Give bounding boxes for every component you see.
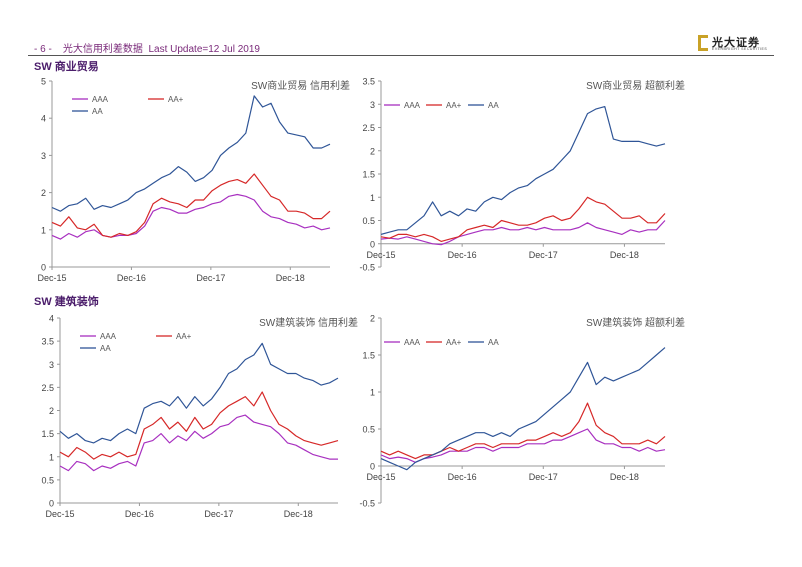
- series-line-aaplus: [380, 196, 666, 242]
- series-line-aaa: [51, 193, 331, 240]
- y-tick-label: 2.5: [41, 383, 54, 393]
- logo-subtitle: EVERBRIGHT SECURITIES: [712, 47, 768, 51]
- x-tick-label: Dec-15: [37, 273, 66, 283]
- legend-label: AAA: [404, 101, 421, 110]
- y-tick-label: 1.5: [41, 429, 54, 439]
- legend-label: AAA: [92, 95, 109, 104]
- x-tick-label: Dec-15: [366, 472, 395, 482]
- chart-title: SW建筑装饰 超额利差: [586, 316, 685, 329]
- y-tick-label: 2: [49, 406, 54, 416]
- x-tick-label: Dec-18: [610, 472, 639, 482]
- y-tick-label: 5: [41, 77, 46, 87]
- y-tick-label: 1: [370, 388, 375, 398]
- y-tick-label: 3.5: [41, 337, 54, 347]
- legend-label: AA+: [446, 101, 462, 110]
- series-line-aaa: [59, 414, 338, 472]
- y-tick-label: 1: [370, 193, 375, 203]
- logo-icon: [698, 35, 708, 51]
- x-tick-label: Dec-16: [117, 273, 146, 283]
- y-tick-label: 0: [49, 499, 54, 509]
- x-tick-label: Dec-18: [276, 273, 305, 283]
- series-line-aa: [51, 95, 331, 212]
- x-tick-label: Dec-17: [529, 250, 558, 260]
- y-tick-label: 2.5: [362, 123, 375, 133]
- series-line-aaplus: [51, 173, 331, 238]
- y-tick-label: 1.5: [362, 170, 375, 180]
- series-line-aaplus: [380, 402, 666, 460]
- company-logo: 光大证券 EVERBRIGHT SECURITIES: [698, 34, 768, 54]
- y-tick-label: 0: [370, 239, 375, 249]
- section-title-construction: SW 建筑装饰: [34, 296, 99, 308]
- y-tick-label: 3: [370, 100, 375, 110]
- report-title: 光大信用利差数据: [62, 44, 143, 55]
- y-tick-label: 3.5: [362, 77, 375, 87]
- legend-label: AA+: [176, 332, 192, 341]
- x-tick-label: Dec-16: [448, 472, 477, 482]
- x-tick-label: Dec-17: [196, 273, 225, 283]
- y-tick-label: 3: [49, 360, 54, 370]
- y-tick-label: 1: [41, 225, 46, 235]
- y-tick-label: 2: [370, 146, 375, 156]
- x-tick-label: Dec-17: [204, 509, 233, 519]
- legend-label: AA+: [446, 338, 462, 347]
- legend-label: AA: [488, 338, 499, 347]
- x-tick-label: Dec-18: [284, 509, 313, 519]
- y-tick-label: 3: [41, 151, 46, 161]
- series-line-aa: [59, 342, 339, 444]
- legend-label: AA: [92, 107, 103, 116]
- series-line-aaa: [380, 428, 666, 463]
- series-line-aaplus: [59, 391, 339, 460]
- y-tick-label: 2: [370, 314, 375, 324]
- legend-label: AA+: [168, 95, 184, 104]
- y-tick-label: 0.5: [41, 475, 54, 485]
- page-header: - 6 - 光大信用利差数据 Last Update=12 Jul 2019: [34, 40, 260, 55]
- y-tick-label: 2: [41, 188, 46, 198]
- legend-label: AA: [488, 101, 499, 110]
- chart-title: SW建筑装饰 信用利差: [259, 316, 358, 329]
- y-tick-label: 0.5: [362, 425, 375, 435]
- y-tick-label: 4: [49, 314, 54, 324]
- y-tick-label: -0.5: [359, 263, 375, 273]
- x-tick-label: Dec-16: [125, 509, 154, 519]
- series-line-aa: [380, 347, 666, 471]
- y-tick-label: 0: [370, 462, 375, 472]
- x-tick-label: Dec-17: [529, 472, 558, 482]
- chart-title: SW商业贸易 超额利差: [586, 79, 685, 92]
- y-tick-label: 1: [49, 452, 54, 462]
- y-tick-label: 0: [41, 263, 46, 273]
- y-tick-label: -0.5: [359, 499, 375, 509]
- header-divider: [28, 55, 774, 56]
- legend-label: AAA: [404, 338, 421, 347]
- series-line-aaa: [380, 220, 666, 246]
- y-tick-label: 0.5: [362, 216, 375, 226]
- x-tick-label: Dec-15: [45, 509, 74, 519]
- logo-name: 光大证券: [712, 36, 760, 49]
- legend-label: AAA: [100, 332, 117, 341]
- x-tick-label: Dec-16: [448, 250, 477, 260]
- page-number: - 6 -: [34, 44, 52, 55]
- y-tick-label: 4: [41, 114, 46, 124]
- section-title-commerce: SW 商业贸易: [34, 61, 99, 73]
- x-tick-label: Dec-18: [610, 250, 639, 260]
- x-tick-label: Dec-15: [366, 250, 395, 260]
- last-update: Last Update=12 Jul 2019: [148, 44, 260, 55]
- series-line-aa: [380, 105, 666, 235]
- legend-label: AA: [100, 344, 111, 353]
- y-tick-label: 1.5: [362, 351, 375, 361]
- chart-title: SW商业贸易 信用利差: [251, 79, 350, 92]
